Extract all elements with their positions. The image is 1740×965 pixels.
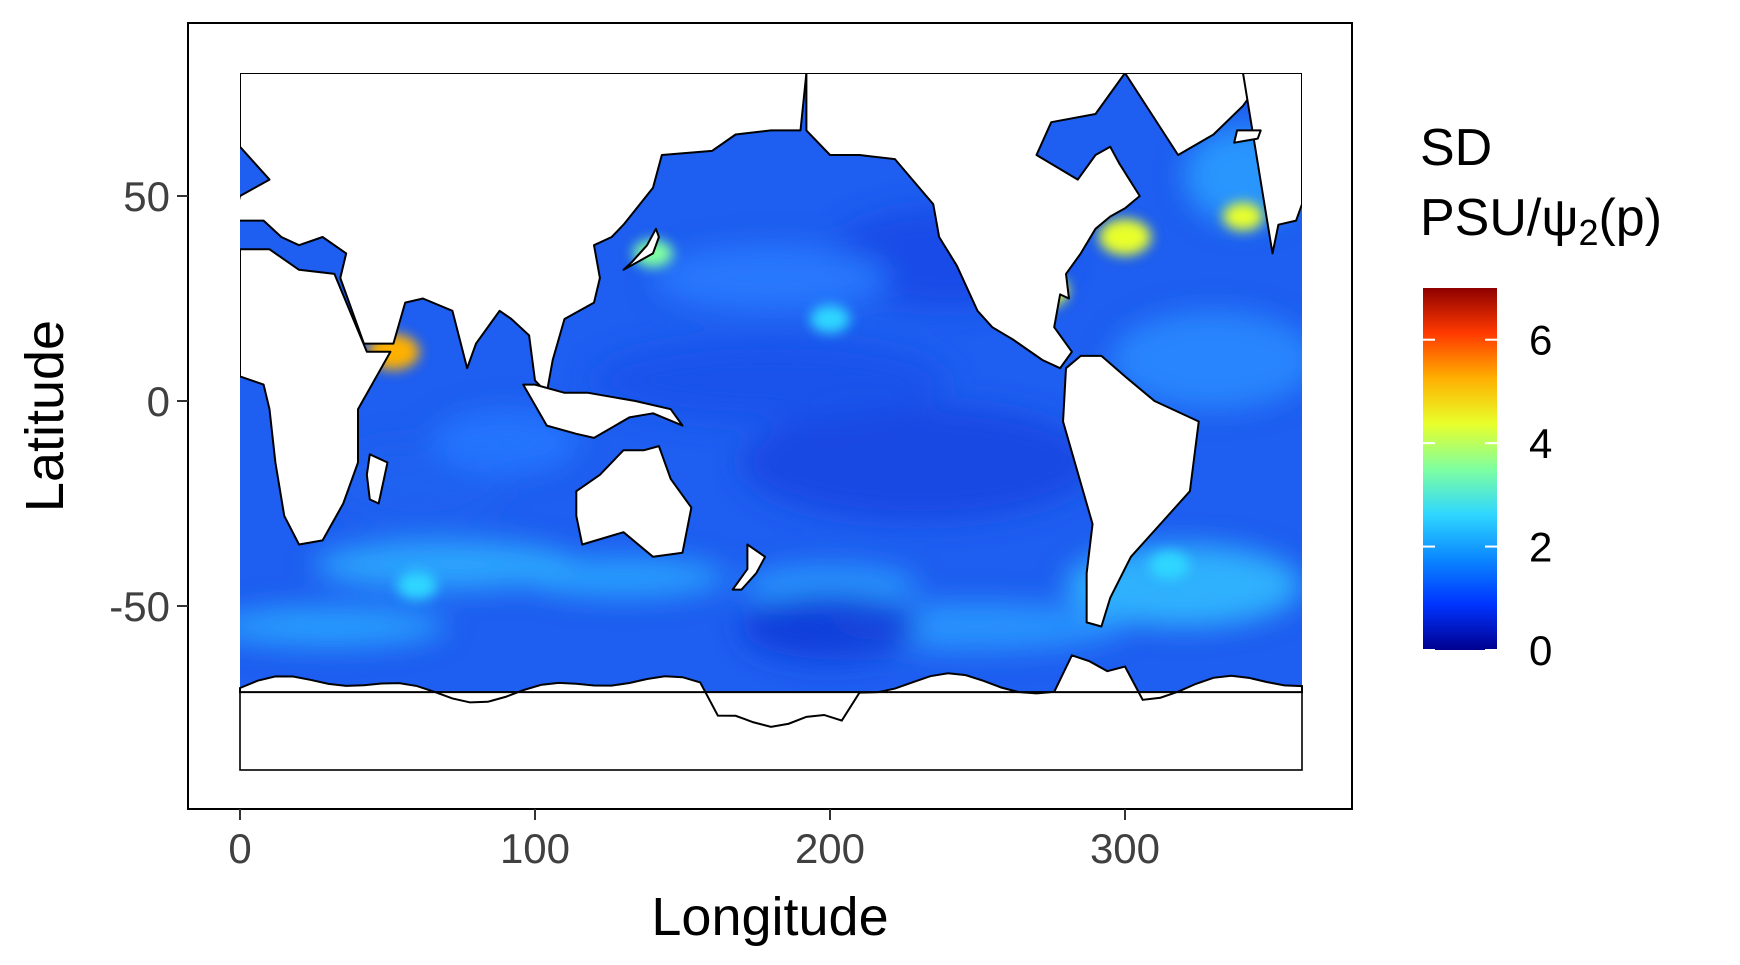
sd-field-patch [594,339,948,422]
colorbar [1423,288,1497,650]
x-tick-label: 0 [228,825,251,872]
legend-title-subscript: 2 [1578,212,1598,253]
colorbar-tick-label: 0 [1529,627,1552,674]
y-axis-title: Latitude [15,320,75,512]
sd-field-patch [741,565,919,606]
map-area [240,73,1302,729]
x-axis: 0 100 200 300 [228,809,1160,872]
iceland-land [1233,129,1262,144]
y-tick-label: -50 [109,583,170,630]
sd-field-patch [431,409,580,475]
sd-field-patch [653,245,889,311]
antarctica-land [239,654,1303,771]
indonesia-land [522,383,684,439]
colorbar-tick-label: 6 [1529,317,1552,364]
sd-field-patch [313,540,580,590]
hotspot-marker [397,571,437,600]
sd-field-patch [240,606,447,647]
sd-field-patch [741,593,919,660]
legend-title-suffix: (p) [1598,189,1662,247]
hotspot-marker [810,305,850,333]
hotspot-marker [1223,202,1263,231]
colorbar-tick-label: 4 [1529,420,1552,467]
legend-title-line1: SD [1420,119,1492,177]
legend-title-prefix: PSU/ [1420,189,1542,247]
x-tick-label: 100 [500,825,570,872]
australia-land [575,445,693,558]
x-axis-title: Longitude [651,887,888,947]
new-zealand-land [731,543,767,591]
sd-field-patch [1110,310,1302,410]
y-axis: 50 0 -50 [109,173,188,630]
y-tick-label: 50 [123,173,170,220]
land-masses [240,73,1302,628]
colorbar-ticks: 0 2 4 6 [1423,317,1552,674]
europe-east-land [1242,73,1302,255]
north-america-land [805,73,1141,370]
sd-field-patch [520,556,727,598]
x-tick-label: 200 [795,825,865,872]
south-america-land [1062,354,1200,628]
x-tick-label: 300 [1090,825,1160,872]
madagascar-land [365,453,389,505]
y-tick-label: 0 [147,378,170,425]
legend-title-psi: ψ [1541,189,1578,247]
greenland-land [1124,73,1268,156]
legend-title-line2: PSU/ψ2(p) [1420,189,1662,253]
eurasia-land [240,73,808,394]
africa-land [240,248,392,546]
japan-land [622,227,660,271]
hotspot-marker [1099,218,1151,256]
sd-field-patch [741,405,1096,520]
colorbar-tick-label: 2 [1529,524,1552,571]
hotspot-marker [1149,551,1190,579]
